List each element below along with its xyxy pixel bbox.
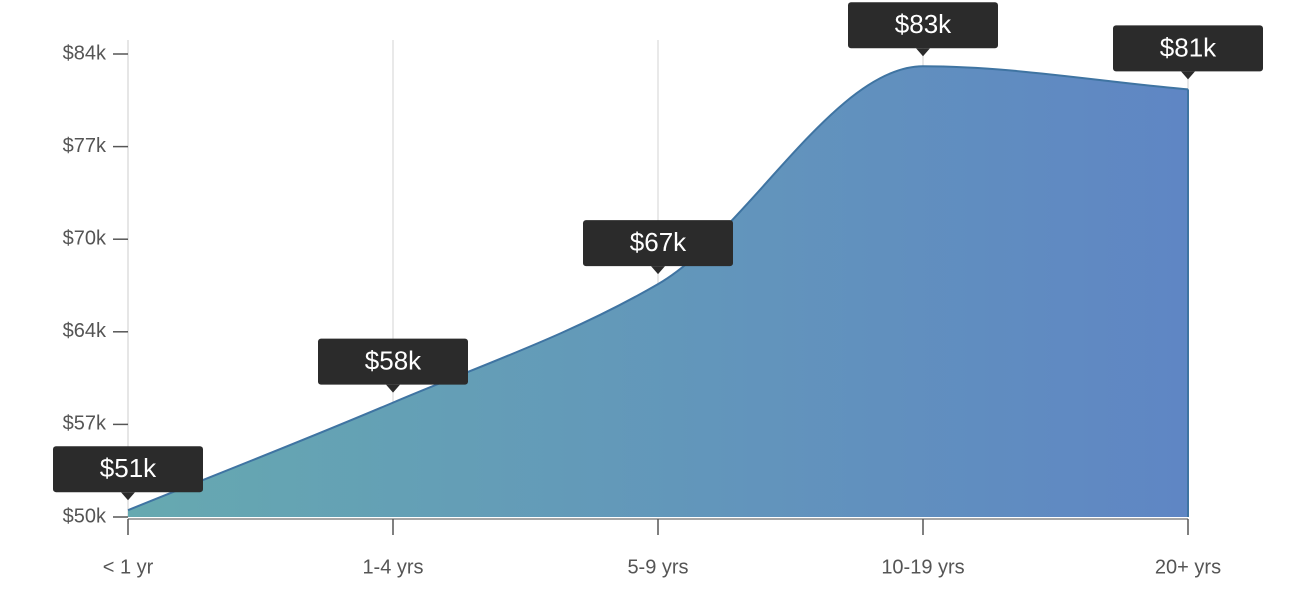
data-label: $58k: [365, 345, 422, 375]
x-tick-label: < 1 yr: [103, 556, 154, 578]
label-pointer: [121, 492, 135, 501]
data-label: $67k: [630, 227, 687, 257]
y-tick-label: $77k: [63, 135, 107, 157]
y-tick-label: $50k: [63, 505, 107, 527]
y-tick-label: $57k: [63, 413, 107, 435]
label-pointer: [1181, 71, 1195, 80]
label-box: [583, 220, 733, 267]
label-box: [53, 446, 203, 493]
label-box: [318, 338, 468, 385]
y-tick-label: $70k: [63, 227, 107, 249]
x-tick-label: 10-19 yrs: [881, 556, 964, 578]
label-pointer: [651, 266, 665, 275]
x-tick-label: 5-9 yrs: [627, 556, 688, 578]
x-tick-label: 1-4 yrs: [362, 556, 423, 578]
y-tick-label: $84k: [63, 42, 107, 64]
label-pointer: [386, 384, 400, 393]
data-label: $51k: [100, 453, 157, 483]
label-box: [1113, 25, 1263, 72]
label-box: [848, 2, 998, 49]
area: [128, 66, 1188, 517]
label-pointer: [916, 48, 930, 57]
y-tick-label: $64k: [63, 320, 107, 342]
x-tick-label: 20+ yrs: [1155, 556, 1221, 578]
data-label: $83k: [895, 9, 952, 39]
data-label: $81k: [1160, 32, 1217, 62]
line: [127, 65, 1189, 512]
